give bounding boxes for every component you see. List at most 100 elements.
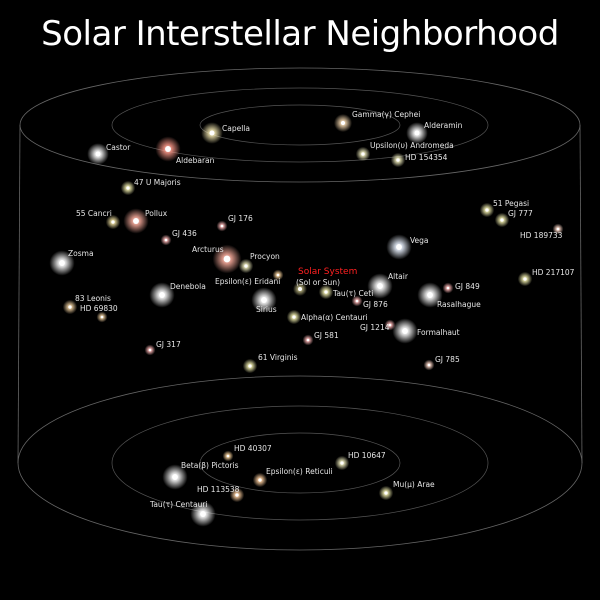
- bottom-outer-ring: [17, 375, 583, 551]
- star-label-hd-69830: HD 69830: [80, 304, 118, 313]
- star-gj-581: [306, 338, 310, 342]
- star-label-upsilon-andromeda: Upsilon(υ) Andromeda: [370, 141, 454, 150]
- star-label-procyon: Procyon: [250, 252, 280, 261]
- star-altair: [377, 283, 383, 289]
- star-47-u-majoris: [126, 186, 130, 190]
- star-label-gj-436: GJ 436: [172, 229, 197, 238]
- star-castor: [95, 151, 101, 157]
- star-label-hd-189733: HD 189733: [520, 231, 563, 240]
- star-label-formalhaut: Formalhaut: [417, 328, 460, 337]
- star-sirius: [261, 297, 267, 303]
- star-label-capella: Capella: [222, 124, 250, 133]
- top-outer-ring: [19, 67, 581, 183]
- star-label-sirius: Sirius: [256, 305, 277, 314]
- top-middle-ring: [111, 87, 489, 163]
- star-gj-436: [164, 238, 168, 242]
- star-label-gj-581: GJ 581: [314, 331, 339, 340]
- star-gj-876: [355, 299, 359, 303]
- star-label-hd-217107: HD 217107: [532, 268, 575, 277]
- star-hd-40307: [226, 454, 230, 458]
- star-label-zosma: Zosma: [68, 249, 94, 258]
- star-label-gj-176: GJ 176: [228, 214, 253, 223]
- star-arcturus: [223, 255, 231, 263]
- star-55-cancri: [111, 220, 115, 224]
- top-inner-ring: [199, 104, 401, 146]
- star-label-epsilon-eridani: Epsilon(ε) Eridani: [215, 277, 280, 286]
- solar-system-label: Solar System: [298, 267, 357, 277]
- star-capella: [209, 130, 215, 136]
- star-label-61-virginis: 61 Virginis: [258, 353, 298, 362]
- star-label-denebola: Denebola: [170, 282, 206, 291]
- star-51-pegasi: [485, 208, 489, 212]
- star-label-gj-317: GJ 317: [156, 340, 181, 349]
- star-gj-317: [148, 348, 152, 352]
- star-label-hd-154354: HD 154354: [405, 153, 448, 162]
- star-label-rasalhague: Rasalhague: [437, 300, 481, 309]
- star-zosma: [59, 260, 65, 266]
- star-label-55-cancri: 55 Cancri: [76, 209, 112, 218]
- star-hd-69830: [100, 315, 104, 319]
- star-label-hd-40307: HD 40307: [234, 444, 272, 453]
- star-tau-ceti: [324, 290, 328, 294]
- page-title: Solar Interstellar Neighborhood: [41, 14, 559, 54]
- star-label-gj-876: GJ 876: [363, 300, 388, 309]
- star-label-mu-arae: Mu(μ) Arae: [393, 480, 435, 489]
- star-formalhaut: [402, 328, 408, 334]
- star-label-altair: Altair: [388, 272, 409, 281]
- star-epsilon-eridani: [276, 273, 280, 277]
- star-alpha-centauri: [292, 315, 296, 319]
- star-rasalhague: [427, 292, 433, 298]
- star-gj-1214: [388, 323, 392, 327]
- star-label-gj-849: GJ 849: [455, 282, 480, 291]
- star-aldebaran: [165, 146, 171, 152]
- star-label-47-u-majoris: 47 U Majoris: [134, 178, 181, 187]
- star-gj-176: [220, 224, 224, 228]
- star-label-gj-785: GJ 785: [435, 355, 460, 364]
- star-denebola: [159, 292, 165, 298]
- star-hd-113538: [235, 493, 239, 497]
- star-label-gj-1214: GJ 1214: [360, 323, 390, 332]
- star-beta-pictoris: [172, 474, 178, 480]
- bottom-middle-ring: [111, 405, 489, 521]
- left-wall: [17, 124, 21, 464]
- star-label-beta-pictoris: Beta(β) Pictoris: [181, 461, 239, 470]
- star-label-castor: Castor: [106, 143, 131, 152]
- star-label-gamma-cephei: Gamma(γ) Cephei: [352, 110, 420, 119]
- bottom-inner-ring: [199, 432, 401, 494]
- star-procyon: [244, 264, 248, 268]
- star-label-pollux: Pollux: [145, 209, 168, 218]
- star-hd-154354: [396, 158, 400, 162]
- star-label-hd-113538: HD 113538: [197, 485, 240, 494]
- star-gj-849: [446, 286, 450, 290]
- star-vega: [396, 244, 402, 250]
- star-label-hd-10647: HD 10647: [348, 451, 386, 460]
- star-label-vega: Vega: [410, 236, 429, 245]
- sun-marker: [298, 287, 302, 291]
- star-hd-189733: [556, 227, 560, 231]
- star-label-83-leonis: 83 Leonis: [75, 294, 111, 303]
- star-label-alpha-centauri: Alpha(α) Centauri: [301, 313, 368, 322]
- star-label-51-pegasi: 51 Pegasi: [493, 199, 529, 208]
- star-epsilon-reticuli: [258, 478, 262, 482]
- star-gj-777: [500, 218, 504, 222]
- star-pollux: [133, 218, 139, 224]
- solar-system-sublabel: (Sol or Sun): [296, 278, 340, 287]
- star-gamma-cephei: [340, 120, 346, 126]
- star-mu-arae: [384, 491, 388, 495]
- star-tau-centauri: [200, 511, 206, 517]
- star-hd-10647: [340, 461, 344, 465]
- star-hd-217107: [523, 277, 527, 281]
- right-wall: [579, 124, 583, 464]
- star-label-tau-centauri: Tau(τ) Centauri: [149, 500, 208, 509]
- star-label-tau-ceti: Tau(τ) Ceti: [332, 289, 373, 298]
- star-label-alderamin: Alderamin: [424, 121, 463, 130]
- star-alderamin: [414, 130, 420, 136]
- star-61-virginis: [248, 364, 252, 368]
- star-label-aldebaran: Aldebaran: [176, 156, 215, 165]
- star-83-leonis: [68, 305, 72, 309]
- star-label-epsilon-reticuli: Epsilon(ε) Reticuli: [266, 467, 333, 476]
- star-label-arcturus: Arcturus: [192, 245, 224, 254]
- star-upsilon-andromeda: [361, 152, 365, 156]
